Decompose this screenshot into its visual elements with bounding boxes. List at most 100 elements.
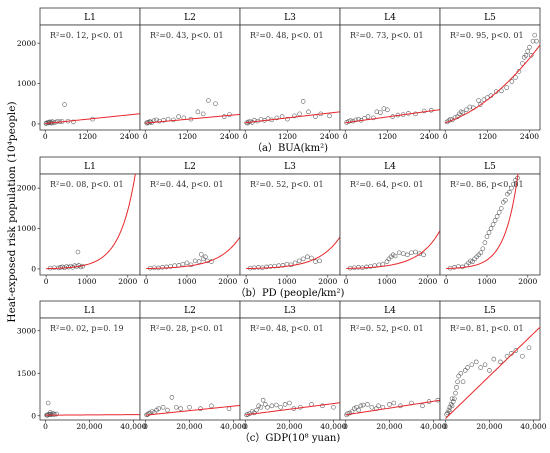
data-point	[469, 362, 475, 368]
plot-area	[339, 24, 441, 131]
data-point	[305, 254, 310, 260]
data-point	[516, 69, 522, 74]
data-point	[460, 110, 466, 115]
plot-area	[139, 173, 241, 276]
data-point	[297, 111, 302, 117]
facet-label: L1	[84, 306, 96, 316]
data-point	[450, 399, 456, 404]
data-point	[254, 407, 259, 413]
y-tick-label: 0	[31, 120, 36, 129]
data-point	[492, 218, 498, 223]
data-point	[75, 249, 81, 255]
data-point	[178, 406, 183, 411]
fit-statistics: R²=0. 86, p<0. 01	[450, 180, 524, 189]
data-point	[447, 409, 453, 414]
x-tick-label: 20,000	[276, 422, 302, 431]
x-tick-label: 2000	[318, 277, 337, 286]
data-point	[180, 261, 186, 267]
data-point	[360, 402, 366, 408]
fit-statistics: R²=0. 81, p<0. 01	[450, 324, 524, 333]
data-point	[358, 403, 364, 409]
data-point	[448, 402, 454, 407]
data-point	[48, 410, 53, 415]
facet-label: L4	[384, 306, 396, 316]
fit-statistics: R²=0. 52, p<0. 01	[250, 180, 324, 189]
data-point	[258, 117, 264, 122]
fit-curve	[146, 236, 240, 270]
facet-label: L5	[484, 306, 496, 316]
facet-label: L4	[384, 13, 396, 23]
data-point	[269, 403, 275, 409]
fit-curve	[345, 399, 440, 416]
fit-statistics: R²=0. 12, p<0. 01	[50, 31, 124, 40]
x-tick-label: 0	[143, 132, 148, 141]
data-point	[195, 109, 201, 115]
x-tick-label: 40,000	[520, 422, 546, 431]
facet-panel: L4 R²=0. 52, p<0. 01 0 20,000 40,000	[339, 300, 447, 431]
x-tick-label: 1000	[377, 277, 396, 286]
row-caption: （c）GDP(10⁸ yuan)	[240, 432, 341, 444]
fit-curve	[246, 236, 340, 270]
data-point	[391, 400, 397, 406]
x-tick-label: 2000	[418, 277, 437, 286]
data-point	[486, 230, 492, 235]
x-tick-label: 20,000	[176, 422, 202, 431]
data-point	[504, 353, 510, 359]
x-tick-label: 0	[43, 422, 48, 431]
x-tick-label: 0	[443, 422, 448, 431]
data-point	[273, 402, 279, 408]
data-point	[503, 197, 508, 203]
data-point	[262, 402, 268, 407]
data-point	[203, 254, 208, 260]
data-point	[458, 370, 464, 376]
data-point	[354, 404, 359, 410]
x-tick-label: 0	[144, 277, 149, 286]
data-point	[413, 249, 418, 255]
chart-row: L1 R²=0. 12, p<0. 01 0 1200 2400 0 1000 2000 L2 R…	[17, 7, 541, 154]
data-point	[487, 368, 492, 373]
data-point	[187, 404, 192, 410]
fit-statistics: R²=0. 44, p<0. 01	[150, 180, 224, 189]
data-point	[481, 97, 487, 102]
fit-statistics: R²=0. 73, p<0. 01	[350, 31, 424, 40]
data-point	[499, 88, 504, 94]
plot-area	[339, 317, 441, 421]
data-point	[526, 345, 532, 351]
y-tick-label: 1000	[17, 224, 36, 233]
data-point	[417, 251, 422, 256]
facet-label: L2	[184, 162, 196, 172]
points-layer	[147, 252, 214, 271]
x-tick-label: 0	[44, 277, 49, 286]
data-point	[373, 406, 379, 411]
data-point	[327, 113, 332, 119]
x-tick-label: 2400	[220, 132, 239, 141]
data-point	[523, 53, 529, 58]
data-point	[484, 234, 490, 239]
y-axis-title: Heat-exposed risk population (10⁴people)	[6, 101, 18, 322]
fit-curve	[145, 404, 240, 416]
data-point	[491, 356, 497, 362]
data-point	[509, 185, 514, 191]
data-point	[300, 99, 306, 104]
plot-area	[439, 24, 541, 131]
data-point	[513, 348, 519, 353]
data-point	[421, 108, 427, 114]
data-point	[449, 403, 455, 409]
data-point	[453, 390, 458, 396]
data-point	[160, 404, 166, 410]
data-point	[345, 411, 350, 416]
data-point	[165, 407, 170, 413]
data-point	[252, 118, 257, 123]
x-tick-label: 1000	[277, 277, 296, 286]
data-point	[287, 400, 292, 406]
data-point	[513, 75, 518, 80]
data-point	[468, 258, 473, 264]
x-tick-label: 2400	[320, 132, 339, 141]
data-point	[413, 111, 418, 117]
x-tick-label: 0	[344, 277, 349, 286]
data-point	[385, 107, 390, 113]
data-point	[296, 258, 302, 264]
fit-curve	[446, 174, 519, 270]
